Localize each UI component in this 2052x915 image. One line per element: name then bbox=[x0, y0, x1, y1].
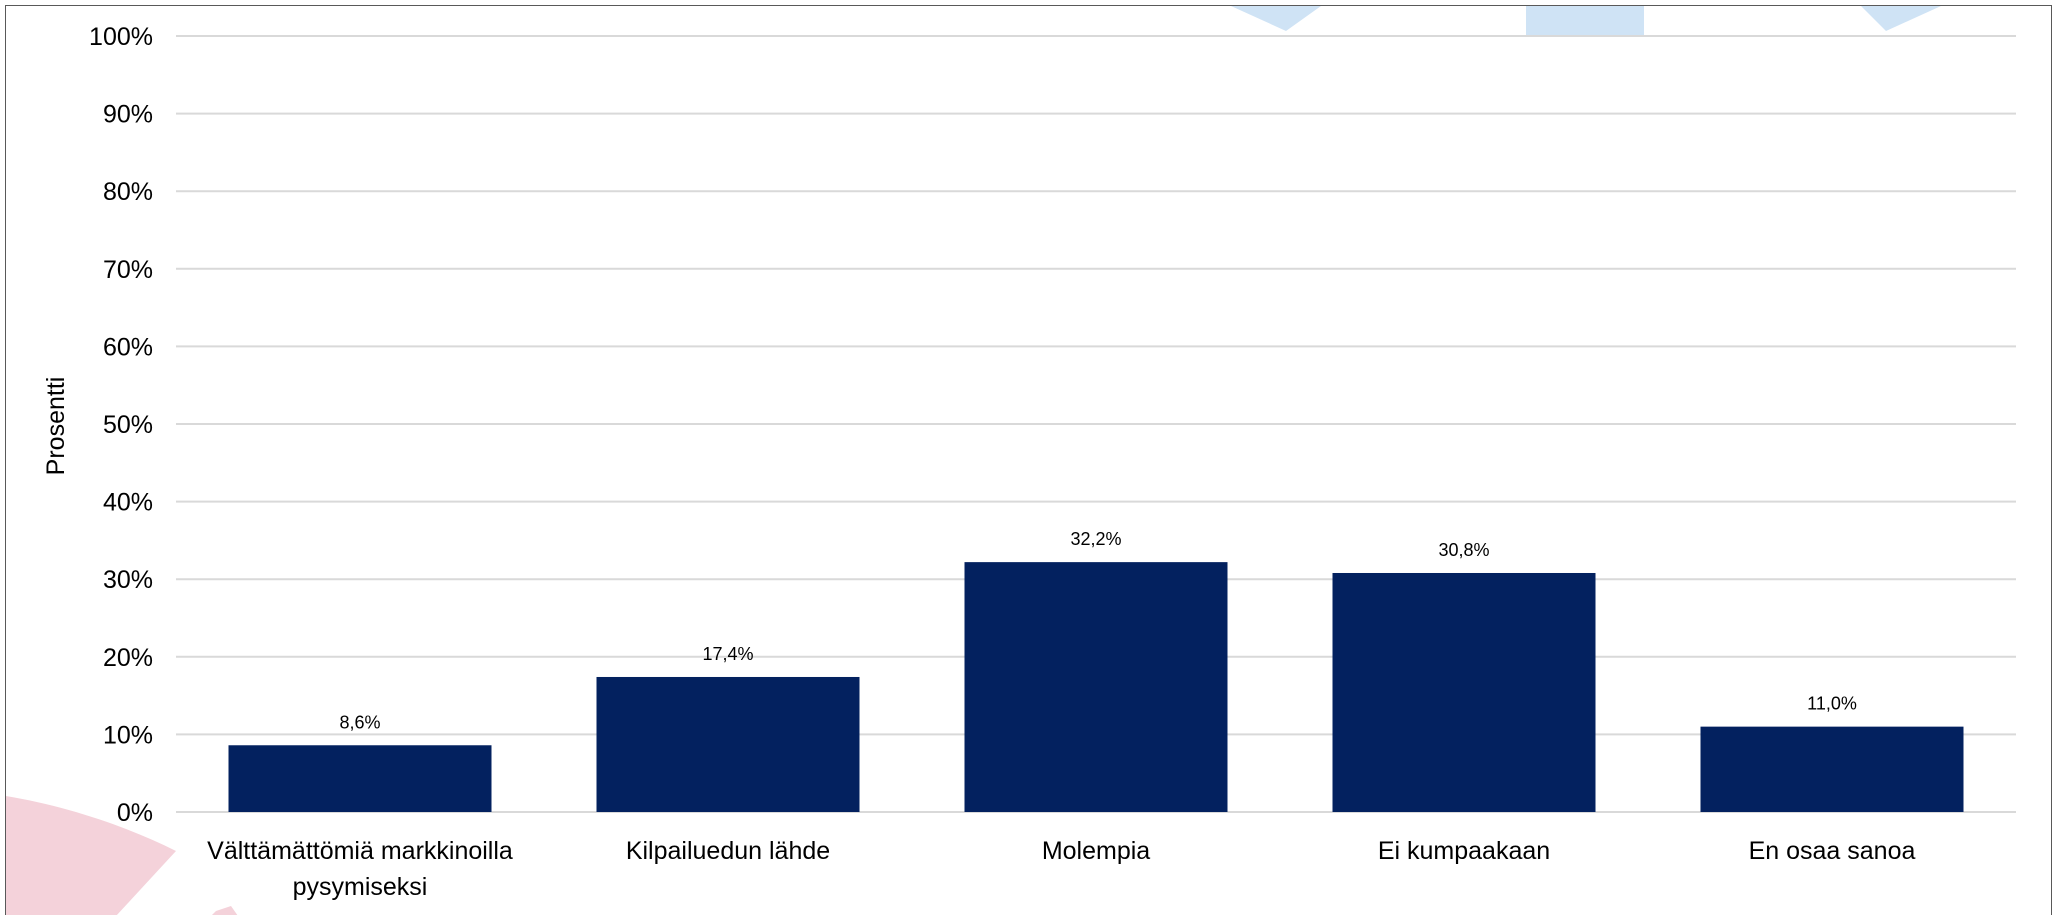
y-tick-label: 40% bbox=[103, 489, 153, 517]
x-category-label: Kilpailuedun lähde bbox=[626, 837, 830, 865]
y-axis-ticks: 0% 10% 20% 30% 40% 50% 60% 70% 80% 90% 100% bbox=[89, 23, 153, 827]
x-category-label: En osaa sanoa bbox=[1749, 837, 1916, 865]
x-category-label: Välttämättömiä markkinoilla bbox=[207, 837, 513, 865]
y-tick-label: 0% bbox=[117, 799, 153, 827]
x-category-label: Molempia bbox=[1042, 837, 1150, 865]
bar bbox=[1700, 726, 1964, 812]
x-axis-categories: Välttämättömiä markkinoilla pysymiseksi Ki… bbox=[207, 837, 1915, 901]
data-label: 8,6% bbox=[339, 712, 380, 732]
bars bbox=[228, 562, 1964, 812]
gridlines bbox=[176, 35, 2016, 813]
x-category-label: Ei kumpaakaan bbox=[1378, 837, 1550, 865]
y-tick-label: 90% bbox=[103, 101, 153, 129]
y-tick-label: 60% bbox=[103, 333, 153, 361]
bar bbox=[596, 676, 860, 812]
data-label: 11,0% bbox=[1807, 694, 1857, 714]
data-label: 32,2% bbox=[1070, 529, 1121, 549]
data-labels: 8,6% 17,4% 32,2% 30,8% 11,0% bbox=[339, 529, 1856, 732]
y-tick-label: 30% bbox=[103, 566, 153, 594]
y-tick-label: 50% bbox=[103, 411, 153, 439]
data-label: 30,8% bbox=[1438, 540, 1489, 560]
bar bbox=[964, 562, 1228, 812]
chart-frame: 0% 10% 20% 30% 40% 50% 60% 70% 80% 90% 100% 8,6% 17… bbox=[5, 5, 2052, 915]
data-label: 17,4% bbox=[702, 644, 753, 664]
y-tick-label: 100% bbox=[89, 23, 153, 51]
y-tick-label: 10% bbox=[103, 721, 153, 749]
y-axis-label: Prosentti bbox=[42, 377, 70, 476]
y-tick-label: 70% bbox=[103, 256, 153, 284]
y-tick-label: 20% bbox=[103, 644, 153, 672]
background-decoration bbox=[6, 6, 1941, 915]
y-tick-label: 80% bbox=[103, 178, 153, 206]
decor-blue-shape-2 bbox=[1526, 6, 1644, 36]
decor-pink-shape-2 bbox=[212, 906, 238, 915]
bar bbox=[1332, 572, 1596, 812]
decor-blue-shape-3 bbox=[1861, 6, 1941, 31]
decor-blue-shape-1 bbox=[1231, 6, 1321, 31]
bar bbox=[228, 745, 492, 812]
bar-chart: 0% 10% 20% 30% 40% 50% 60% 70% 80% 90% 100% 8,6% 17… bbox=[6, 6, 2016, 915]
x-category-label: pysymiseksi bbox=[293, 873, 428, 901]
decor-pink-shape-1 bbox=[6, 796, 176, 915]
